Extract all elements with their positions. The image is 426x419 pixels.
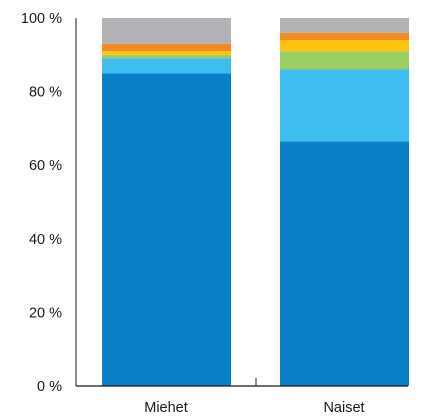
bar-segment-miehet-1 [102,73,231,386]
bar-segment-naiset-6 [280,18,409,33]
bar-segment-naiset-3 [280,51,409,70]
bar-segment-miehet-6 [102,18,231,44]
bar-segment-naiset-4 [280,40,409,52]
bar-segment-naiset-2 [280,69,409,142]
y-tick-label: 100 % [21,11,62,27]
category-label-naiset: Naiset [323,400,364,416]
y-tick-labels: 0 % 20 % 40 % 60 % 80 % 100 % [21,11,62,395]
y-tick-label: 80 % [29,85,62,101]
bar-segment-miehet-4 [102,51,231,55]
bar-segment-miehet-2 [102,58,231,74]
bar-segment-naiset-1 [280,141,409,386]
bar-segment-miehet-3 [102,54,231,59]
category-labels: Miehet Naiset [144,400,364,416]
bar-segments [102,18,409,386]
y-tick-label: 20 % [29,305,62,321]
axes [75,18,408,387]
bar-segment-miehet-5 [102,43,231,52]
y-tick-label: 0 % [37,379,62,395]
y-tick-label: 60 % [29,158,62,174]
y-tick-label: 40 % [29,232,62,248]
bar-segment-naiset-5 [280,32,409,41]
category-label-miehet: Miehet [144,400,188,416]
